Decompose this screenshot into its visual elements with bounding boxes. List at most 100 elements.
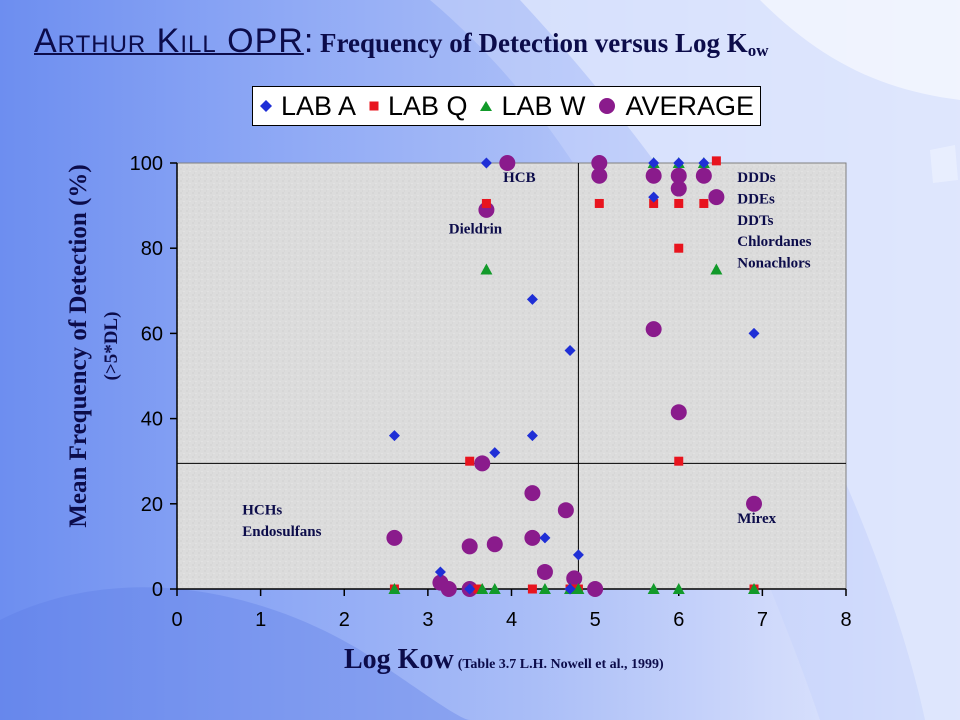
x-tick-label: 1: [255, 609, 266, 631]
y-tick-label: 20: [141, 494, 163, 516]
data-point-average: [591, 155, 608, 171]
data-point-lab-q: [674, 456, 684, 466]
diamond-marker-icon: [259, 100, 272, 112]
annotation-label: Nonachlors: [737, 255, 811, 271]
data-point-lab-w: [647, 583, 660, 594]
data-point-lab-w: [672, 583, 685, 594]
data-point-average: [474, 455, 491, 472]
legend-label-lab-a: LAB A: [280, 90, 357, 121]
data-point-average: [461, 538, 478, 555]
data-point-average: [645, 321, 662, 338]
data-point-average: [536, 563, 553, 580]
data-point-lab-a: [572, 549, 584, 561]
x-tick-label: 3: [422, 609, 433, 631]
legend-item-average: AVERAGE: [597, 91, 754, 122]
x-axis-label: Log Kow (Table 3.7 L.H. Nowell et al., 1…: [344, 644, 664, 676]
data-point-average: [587, 581, 604, 597]
data-point-lab-w: [538, 583, 551, 594]
data-point-lab-w: [480, 263, 493, 275]
data-point-lab-q: [594, 198, 604, 208]
title-text: Frequency of Detection versus Log K: [313, 28, 748, 58]
data-point-average: [746, 495, 763, 512]
annotation-label: Endosulfans: [242, 524, 321, 540]
circle-marker-icon: [599, 98, 616, 114]
x-tick-label: 6: [673, 609, 684, 631]
data-point-lab-a: [564, 344, 576, 356]
data-point-lab-w: [476, 583, 489, 594]
legend-item-lab-q: LAB Q: [368, 91, 468, 122]
data-point-lab-a: [464, 583, 476, 595]
title-subscript: ow: [747, 41, 769, 60]
data-point-lab-a: [748, 327, 760, 339]
data-point-lab-q: [674, 243, 684, 253]
data-point-lab-q: [465, 456, 475, 466]
data-point-average: [670, 167, 687, 184]
data-point-lab-q: [481, 198, 491, 208]
data-point-lab-q: [649, 198, 659, 208]
annotation-label: Chlordanes: [737, 234, 811, 250]
annotation-label: HCHs: [242, 502, 282, 518]
y-tick-label: 40: [141, 409, 163, 431]
data-point-average: [566, 570, 583, 587]
data-point-average: [486, 536, 503, 553]
data-point-lab-a: [480, 157, 492, 169]
y-tick-label: 80: [141, 238, 163, 260]
title-colon: :: [303, 22, 314, 60]
data-point-lab-w: [572, 583, 585, 594]
annotation-label: DDDs: [737, 170, 775, 186]
data-point-lab-a: [673, 157, 685, 169]
reference-lines: [177, 163, 846, 589]
legend-label-lab-w: LAB W: [501, 90, 586, 121]
slide-title: Arthur Kill OPR: Frequency of Detection …: [34, 22, 769, 61]
data-point-lab-a: [698, 157, 710, 169]
data-point-lab-a: [388, 430, 400, 442]
y-tick-label: 0: [152, 579, 163, 601]
legend-item-lab-a: LAB A: [259, 91, 356, 122]
data-point-lab-a: [526, 293, 538, 305]
data-point-lab-w: [748, 583, 761, 594]
data-point-lab-w: [488, 583, 501, 594]
y-tick-label: 100: [130, 153, 163, 175]
data-point-average: [670, 404, 687, 421]
data-point-lab-a: [526, 430, 538, 442]
data-point-average: [524, 529, 541, 546]
data-point-lab-a: [489, 447, 501, 459]
annotation-label: DDTs: [737, 213, 773, 229]
data-point-average: [708, 189, 725, 206]
annotation-label: Mirex: [737, 511, 776, 527]
data-point-average: [524, 485, 541, 502]
x-tick-label: 0: [171, 609, 182, 631]
triangle-marker-icon: [480, 101, 493, 111]
x-tick-label: 2: [339, 609, 350, 631]
annotation-label: Dieldrin: [449, 221, 503, 237]
data-point-lab-a: [564, 583, 576, 595]
data-point-average: [670, 180, 687, 197]
chart-legend: LAB A LAB Q LAB W AVERAGE: [252, 86, 761, 126]
square-marker-icon: [369, 101, 379, 111]
x-axis-title: Log Kow: [344, 644, 454, 675]
data-point-lab-q: [711, 156, 721, 166]
data-point-lab-q: [527, 584, 537, 594]
y-axis-label: Mean Frequency of Detection (%): [65, 164, 92, 527]
data-marks: [386, 155, 763, 597]
y-axis-sublabel: (>5*DL): [101, 312, 122, 381]
chart-annotations: HCB Dieldrin DDDs DDEs DDTs Chlordanes Nonachl…: [242, 170, 811, 540]
data-point-lab-q: [699, 198, 709, 208]
legend-item-lab-w: LAB W: [479, 90, 586, 122]
data-point-lab-q: [674, 198, 684, 208]
annotation-label: HCB: [503, 170, 536, 186]
data-point-lab-a: [648, 191, 660, 203]
legend-label-lab-q: LAB Q: [387, 90, 468, 121]
legend-label-average: AVERAGE: [625, 90, 755, 121]
data-point-average: [695, 167, 712, 184]
data-point-average: [645, 167, 662, 184]
data-point-lab-w: [388, 583, 401, 594]
x-tick-label: 4: [506, 609, 517, 631]
data-point-lab-q: [473, 584, 483, 594]
x-tick-label: 7: [757, 609, 768, 631]
x-axis-note: (Table 3.7 L.H. Nowell et al., 1999): [457, 657, 664, 672]
annotation-label: DDEs: [737, 191, 775, 207]
title-brand: Arthur Kill OPR: [34, 22, 304, 60]
data-point-average: [499, 155, 516, 171]
